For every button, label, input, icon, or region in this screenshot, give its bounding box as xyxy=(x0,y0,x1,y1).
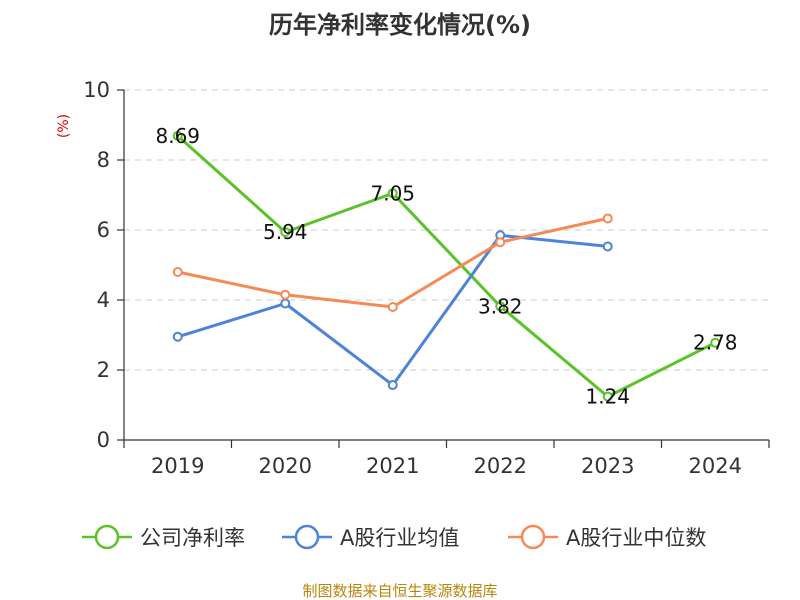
legend-marker-2 xyxy=(520,524,546,550)
series-1-point xyxy=(172,331,183,342)
series-2-point xyxy=(602,213,613,224)
series-0-point xyxy=(387,188,398,199)
data-label: 7.05 xyxy=(370,181,415,205)
data-label: 2.78 xyxy=(693,331,738,355)
y-tick-label: 2 xyxy=(97,358,110,382)
x-tick-label: 2022 xyxy=(474,454,527,478)
series-line-0 xyxy=(176,134,716,399)
series-0-point xyxy=(495,301,506,312)
legend: 公司净利率 A股行业均值 A股行业中位数 xyxy=(82,524,706,550)
y-tick-label: 4 xyxy=(97,288,110,312)
series-layer xyxy=(172,130,721,402)
data-label: 1.24 xyxy=(585,385,630,409)
x-tick-label: 2019 xyxy=(151,454,204,478)
data-label: 3.82 xyxy=(478,294,523,318)
series-1-point xyxy=(602,241,613,252)
data-label: 5.94 xyxy=(263,220,308,244)
series-0-point xyxy=(710,337,721,348)
x-tick-label: 2020 xyxy=(259,454,312,478)
series-0-point xyxy=(602,391,613,402)
legend-label: A股行业中位数 xyxy=(566,526,706,550)
series-line-2 xyxy=(177,216,609,309)
series-2-point xyxy=(172,267,183,277)
series-0-point xyxy=(172,130,183,141)
chart-title: 历年净利率变化情况(%) xyxy=(269,11,531,39)
data-labels: 8.69 5.94 7.05 3.82 1.24 2.78 xyxy=(155,124,737,409)
series-2-point xyxy=(280,289,291,300)
y-tick-label: 6 xyxy=(97,218,110,242)
axes: 0 2 4 6 8 10 2019 2020 2021 2022 2023 2024 xyxy=(83,78,770,478)
x-tick-label: 2023 xyxy=(581,454,634,478)
series-1-point xyxy=(280,298,291,309)
x-tick-label: 2021 xyxy=(366,454,419,478)
y-tick-label: 10 xyxy=(83,78,110,102)
x-tick-label: 2024 xyxy=(689,454,742,478)
series-1-point xyxy=(387,380,398,391)
legend-marker-1 xyxy=(294,524,320,550)
series-2-point xyxy=(387,302,398,312)
legend-marker-0 xyxy=(94,524,120,550)
y-axis-unit: (%) xyxy=(56,114,72,138)
series-2-point xyxy=(495,237,506,248)
data-label: 8.69 xyxy=(155,124,200,148)
legend-label: A股行业均值 xyxy=(340,526,459,550)
y-tick-label: 0 xyxy=(97,428,110,452)
source-note: 制图数据来自恒生聚源数据库 xyxy=(302,582,497,600)
series-0-point xyxy=(280,227,291,238)
y-tick-label: 8 xyxy=(97,148,110,172)
legend-label: 公司净利率 xyxy=(140,526,245,550)
grid-lines xyxy=(124,89,769,371)
